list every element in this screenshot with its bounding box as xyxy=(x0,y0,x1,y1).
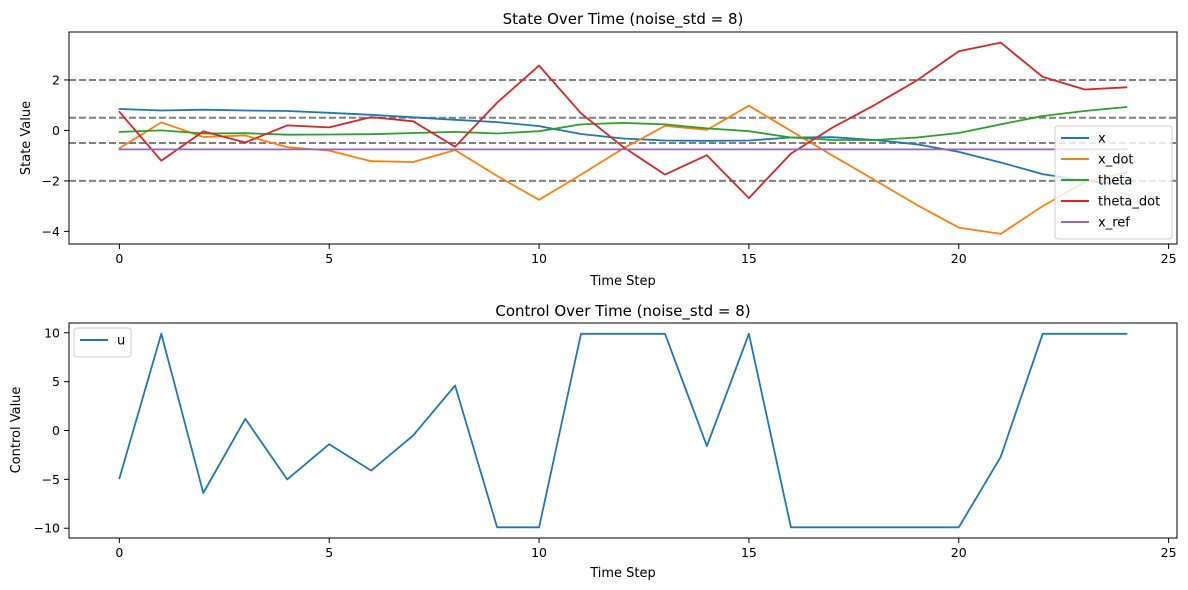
state-x-tick-label: 0 xyxy=(115,251,123,266)
control-chart-title: Control Over Time (noise_std = 8) xyxy=(495,302,750,321)
state-y-tick-label: 2 xyxy=(52,72,60,87)
control-x-tick-label: 10 xyxy=(531,545,547,560)
control-x-tick-label: 15 xyxy=(741,545,757,560)
control-chart: Control Over Time (noise_std = 8) 0 5 10 15… xyxy=(9,302,1178,581)
state-x-tick-label: 10 xyxy=(531,251,547,266)
control-legend-box xyxy=(73,327,132,358)
state-x-tick-label: 5 xyxy=(325,251,333,266)
state-x-tick-label: 20 xyxy=(951,251,967,266)
control-x-tick-label: 25 xyxy=(1161,545,1177,560)
state-x-axis-label: Time Step xyxy=(589,274,656,289)
state-y-tick-label: −4 xyxy=(42,224,60,239)
state-y-tick-label: −2 xyxy=(42,173,60,188)
legend-label-u: u xyxy=(117,334,125,349)
state-reference-lines xyxy=(69,78,1177,182)
control-y-tick-label: 0 xyxy=(52,423,60,438)
legend-label-x-ref: x_ref xyxy=(1098,216,1130,231)
state-x-tick-label: 15 xyxy=(741,251,757,266)
legend-label-x: x xyxy=(1098,132,1106,147)
series-line-x xyxy=(118,108,1128,186)
control-y-tick-label: −10 xyxy=(34,521,60,536)
control-plot-frame xyxy=(68,322,1178,539)
state-series-group xyxy=(118,41,1128,235)
state-chart: State Over Time (noise_std = 8) 0 5 10 15 20… xyxy=(19,10,1178,289)
legend-label-x-dot: x_dot xyxy=(1098,153,1134,168)
control-x-axis-label: Time Step xyxy=(589,566,656,581)
control-x-tick-label: 5 xyxy=(325,545,333,560)
control-x-tick-label: 20 xyxy=(951,545,967,560)
control-legend: u xyxy=(73,327,132,358)
control-x-ticks: 0 5 10 15 20 25 xyxy=(115,538,1177,560)
control-y-tick-label: 5 xyxy=(52,374,60,389)
control-y-ticks: −10 −5 0 5 10 xyxy=(34,325,69,536)
control-y-axis-label: Control Value xyxy=(9,387,24,474)
state-chart-title: State Over Time (noise_std = 8) xyxy=(503,10,744,29)
series-line-theta-dot xyxy=(118,41,1128,200)
series-line-u xyxy=(118,332,1128,529)
state-x-ticks: 0 5 10 15 20 25 xyxy=(115,244,1177,266)
control-x-tick-label: 0 xyxy=(115,545,123,560)
control-series-group xyxy=(118,332,1128,529)
legend-label-theta: theta xyxy=(1098,174,1132,189)
state-y-ticks: −4 −2 0 2 xyxy=(42,72,69,239)
state-x-tick-label: 25 xyxy=(1161,251,1177,266)
series-line-theta xyxy=(118,106,1128,141)
state-plot-frame xyxy=(68,31,1178,245)
control-y-tick-label: −5 xyxy=(42,472,60,487)
control-y-tick-label: 10 xyxy=(44,325,60,340)
state-y-axis-label: State Value xyxy=(19,101,34,175)
state-legend-box xyxy=(1054,125,1173,240)
legend-label-theta-dot: theta_dot xyxy=(1098,195,1160,210)
series-line-x-dot xyxy=(118,104,1128,235)
state-y-tick-label: 0 xyxy=(52,123,60,138)
